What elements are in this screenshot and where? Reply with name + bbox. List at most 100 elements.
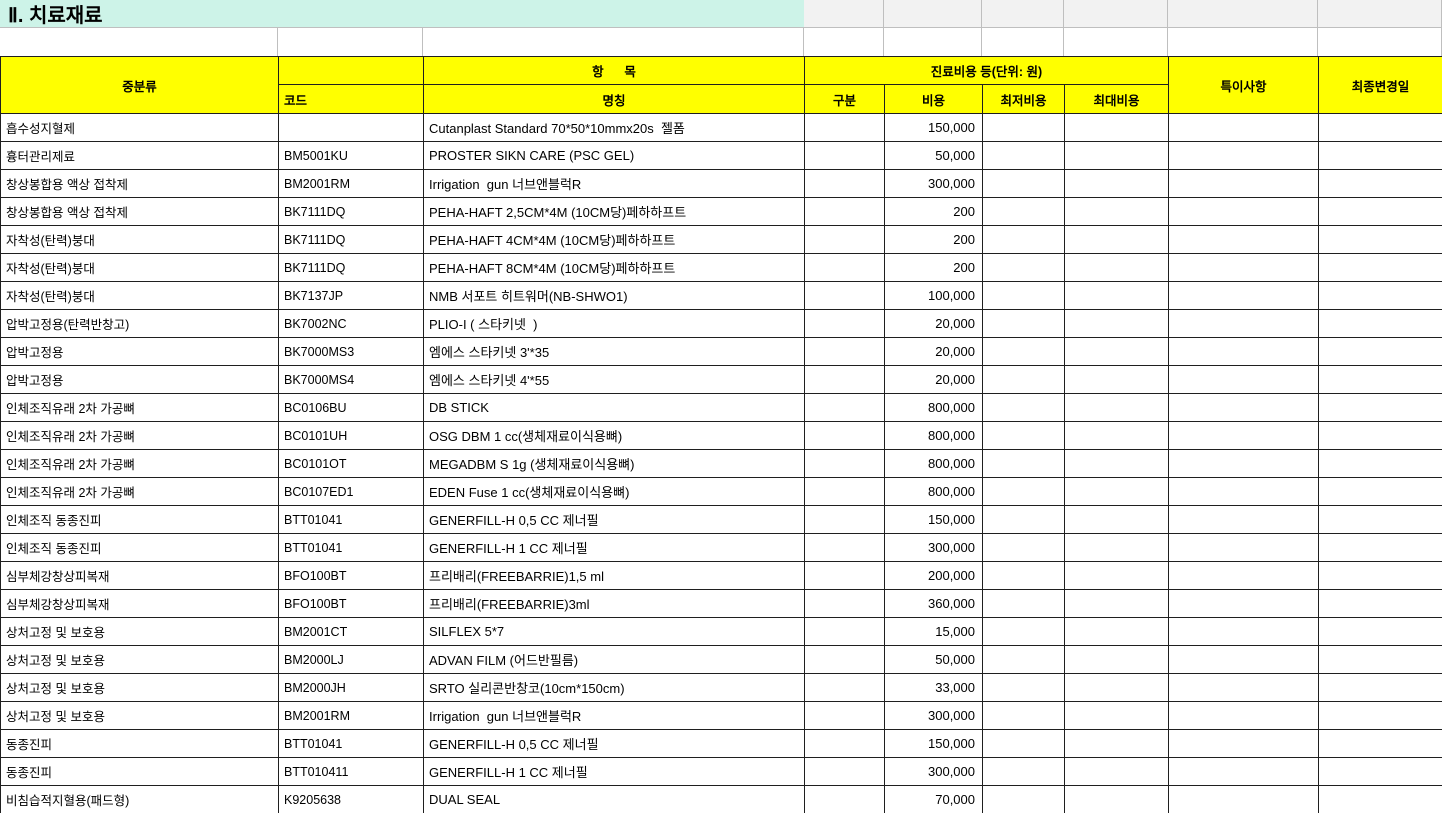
cell-min-cost[interactable] (982, 393, 1065, 422)
cell-last-modified[interactable] (1318, 197, 1442, 226)
cell-category[interactable]: 상처고정 및 보호용 (0, 701, 279, 730)
cell-max-cost[interactable] (1064, 701, 1169, 730)
cell-notes[interactable] (1168, 757, 1319, 786)
cell-last-modified[interactable] (1318, 477, 1442, 506)
empty-cell[interactable] (1064, 28, 1168, 56)
cell-last-modified[interactable] (1318, 113, 1442, 142)
cell-min-cost[interactable] (982, 253, 1065, 282)
cell-last-modified[interactable] (1318, 701, 1442, 730)
cell-category[interactable]: 인체조직유래 2차 가공뼈 (0, 449, 279, 478)
cell-gubun[interactable] (804, 141, 885, 170)
cell-code[interactable]: BM2000LJ (278, 645, 424, 674)
cell-notes[interactable] (1168, 253, 1319, 282)
empty-cell[interactable] (884, 0, 982, 28)
cell-min-cost[interactable] (982, 421, 1065, 450)
cell-category[interactable]: 동종진피 (0, 757, 279, 786)
cell-gubun[interactable] (804, 169, 885, 198)
cell-last-modified[interactable] (1318, 729, 1442, 758)
empty-cell[interactable] (278, 28, 423, 56)
cell-gubun[interactable] (804, 561, 885, 590)
header-min-cost[interactable]: 최저비용 (982, 84, 1065, 114)
cell-category[interactable]: 상처고정 및 보호용 (0, 645, 279, 674)
cell-category[interactable]: 동종진피 (0, 729, 279, 758)
cell-max-cost[interactable] (1064, 393, 1169, 422)
cell-min-cost[interactable] (982, 309, 1065, 338)
cell-code[interactable]: BK7111DQ (278, 197, 424, 226)
header-last-modified[interactable]: 최종변경일 (1318, 56, 1442, 114)
cell-category[interactable]: 압박고정용(탄력반창고) (0, 309, 279, 338)
cell-name[interactable]: PEHA-HAFT 2,5CM*4M (10CM당)페하하프트 (423, 197, 805, 226)
cell-last-modified[interactable] (1318, 337, 1442, 366)
cell-notes[interactable] (1168, 729, 1319, 758)
cell-gubun[interactable] (804, 337, 885, 366)
cell-notes[interactable] (1168, 113, 1319, 142)
header-max-cost[interactable]: 최대비용 (1064, 84, 1169, 114)
cell-notes[interactable] (1168, 393, 1319, 422)
cell-code[interactable]: BK7000MS3 (278, 337, 424, 366)
cell-max-cost[interactable] (1064, 645, 1169, 674)
cell-category[interactable]: 인체조직 동종진피 (0, 533, 279, 562)
cell-cost[interactable]: 20,000 (884, 309, 983, 338)
empty-cell[interactable] (1064, 0, 1168, 28)
cell-min-cost[interactable] (982, 785, 1065, 813)
empty-cell[interactable] (804, 28, 884, 56)
cell-gubun[interactable] (804, 113, 885, 142)
cell-category[interactable]: 자착성(탄력)붕대 (0, 253, 279, 282)
cell-code[interactable]: BTT01041 (278, 729, 424, 758)
cell-gubun[interactable] (804, 617, 885, 646)
cell-last-modified[interactable] (1318, 785, 1442, 813)
cell-notes[interactable] (1168, 617, 1319, 646)
empty-cell[interactable] (982, 28, 1064, 56)
cell-code[interactable]: K9205638 (278, 785, 424, 813)
cell-notes[interactable] (1168, 365, 1319, 394)
cell-name[interactable]: 엠에스 스타키넷 4'*55 (423, 365, 805, 394)
header-code-blank[interactable] (278, 56, 424, 85)
cell-category[interactable]: 심부체강창상피복재 (0, 561, 279, 590)
cell-category[interactable]: 상처고정 및 보호용 (0, 617, 279, 646)
header-cost-group[interactable]: 진료비용 등(단위: 원) (804, 56, 1169, 85)
cell-gubun[interactable] (804, 477, 885, 506)
cell-last-modified[interactable] (1318, 309, 1442, 338)
cell-cost[interactable]: 150,000 (884, 505, 983, 534)
cell-gubun[interactable] (804, 365, 885, 394)
cell-category[interactable]: 자착성(탄력)붕대 (0, 225, 279, 254)
cell-cost[interactable]: 360,000 (884, 589, 983, 618)
cell-max-cost[interactable] (1064, 197, 1169, 226)
cell-category[interactable]: 비침습적지혈용(패드형) (0, 785, 279, 813)
cell-gubun[interactable] (804, 533, 885, 562)
cell-min-cost[interactable] (982, 141, 1065, 170)
cell-code[interactable]: BTT01041 (278, 505, 424, 534)
cell-code[interactable]: BK7111DQ (278, 225, 424, 254)
cell-name[interactable]: 프리배리(FREEBARRIE)3ml (423, 589, 805, 618)
cell-name[interactable]: NMB 서포트 히트워머(NB-SHWO1) (423, 281, 805, 310)
cell-code[interactable]: BFO100BT (278, 589, 424, 618)
cell-gubun[interactable] (804, 253, 885, 282)
cell-last-modified[interactable] (1318, 617, 1442, 646)
cell-max-cost[interactable] (1064, 421, 1169, 450)
cell-code[interactable]: BC0106BU (278, 393, 424, 422)
cell-cost[interactable]: 300,000 (884, 169, 983, 198)
cell-min-cost[interactable] (982, 281, 1065, 310)
cell-notes[interactable] (1168, 169, 1319, 198)
cell-category[interactable]: 인체조직유래 2차 가공뼈 (0, 393, 279, 422)
header-gubun[interactable]: 구분 (804, 84, 885, 114)
cell-category[interactable]: 인체조직유래 2차 가공뼈 (0, 421, 279, 450)
cell-notes[interactable] (1168, 561, 1319, 590)
cell-gubun[interactable] (804, 309, 885, 338)
cell-name[interactable]: GENERFILL-H 0,5 CC 제너필 (423, 505, 805, 534)
cell-code[interactable]: BK7000MS4 (278, 365, 424, 394)
cell-max-cost[interactable] (1064, 785, 1169, 813)
empty-cell[interactable] (1168, 28, 1318, 56)
cell-code[interactable]: BC0101UH (278, 421, 424, 450)
cell-code[interactable] (278, 113, 424, 142)
header-cost[interactable]: 비용 (884, 84, 983, 114)
cell-min-cost[interactable] (982, 757, 1065, 786)
cell-max-cost[interactable] (1064, 505, 1169, 534)
cell-max-cost[interactable] (1064, 169, 1169, 198)
header-notes[interactable]: 특이사항 (1168, 56, 1319, 114)
cell-max-cost[interactable] (1064, 533, 1169, 562)
cell-category[interactable]: 흉터관리제료 (0, 141, 279, 170)
cell-cost[interactable]: 300,000 (884, 533, 983, 562)
cell-cost[interactable]: 33,000 (884, 673, 983, 702)
cell-max-cost[interactable] (1064, 729, 1169, 758)
